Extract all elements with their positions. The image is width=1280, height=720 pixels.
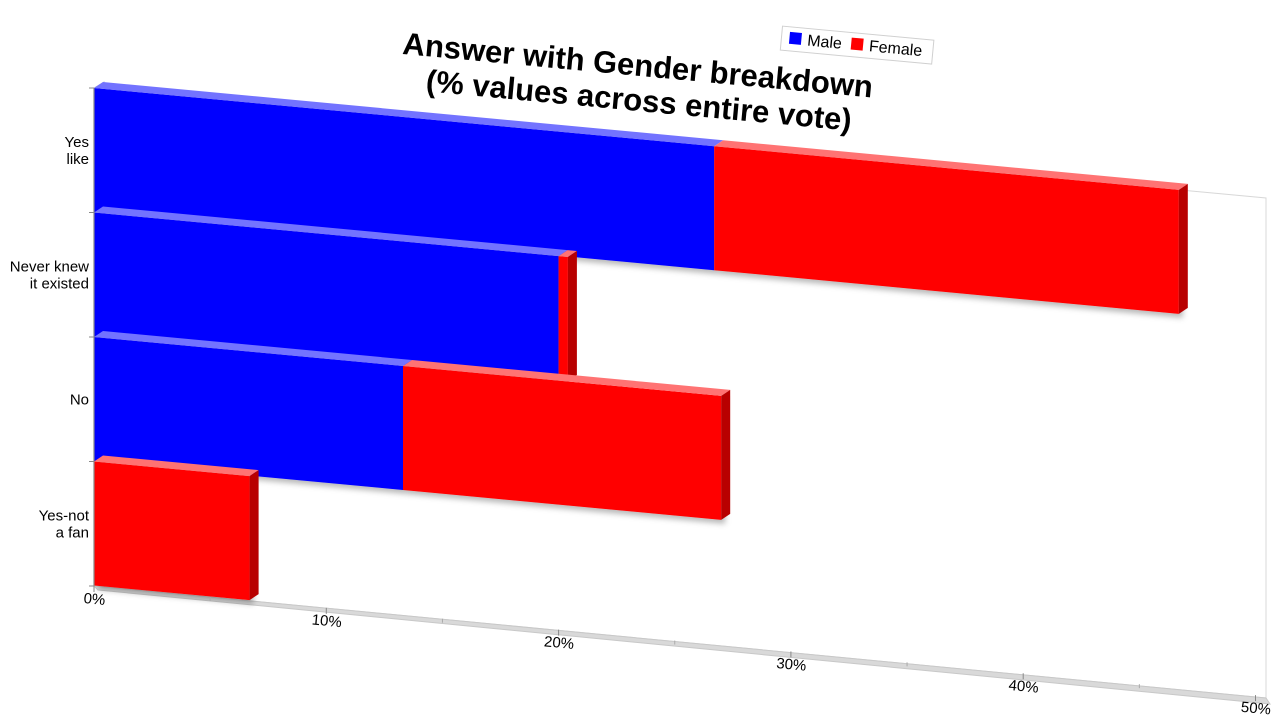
y-tick-label: Never knew it existed	[10, 258, 89, 292]
x-tick-label: 50%	[1240, 699, 1271, 719]
bar-female-2	[403, 366, 722, 520]
bar-side-2	[721, 389, 731, 520]
x-tick-label: 30%	[776, 655, 807, 675]
x-tick-label: 10%	[311, 611, 342, 631]
x-tick-label: 20%	[543, 633, 574, 653]
bar-female-3	[94, 461, 250, 601]
plot-floor	[92, 585, 1272, 705]
bar-top-female-3	[94, 455, 259, 477]
axes-group: Yes like Never knew it existed No Yes-not a fa…	[10, 87, 1272, 719]
bar-female-0	[714, 146, 1179, 314]
bar-top-female-0	[714, 140, 1188, 190]
bar-female-1	[558, 256, 568, 381]
legend-label-male: Male	[806, 33, 842, 53]
legend-swatch-male	[788, 31, 802, 45]
bar-side-3	[249, 470, 259, 601]
x-tick-label: 40%	[1008, 677, 1039, 697]
legend-swatch-female	[850, 37, 864, 51]
bar-top-female-2	[403, 360, 731, 396]
bar-side-1	[567, 251, 577, 381]
bar-male-2	[94, 337, 403, 490]
legend-label-female: Female	[868, 38, 923, 60]
x-tick-label: 0%	[83, 590, 106, 609]
bar-top-male-0	[94, 82, 724, 147]
y-tick-label: No	[70, 391, 89, 408]
y-tick-label: Yes like	[65, 134, 89, 168]
bar-top-male-1	[94, 206, 568, 257]
bar-top-male-2	[94, 331, 412, 366]
y-tick-label: Yes-not a fan	[39, 507, 90, 541]
bar-side-0	[1178, 183, 1188, 314]
bar-top-female-1	[558, 250, 577, 257]
bars-group	[94, 82, 1188, 601]
bar-male-1	[94, 212, 559, 381]
legend: Male Female	[779, 25, 935, 65]
